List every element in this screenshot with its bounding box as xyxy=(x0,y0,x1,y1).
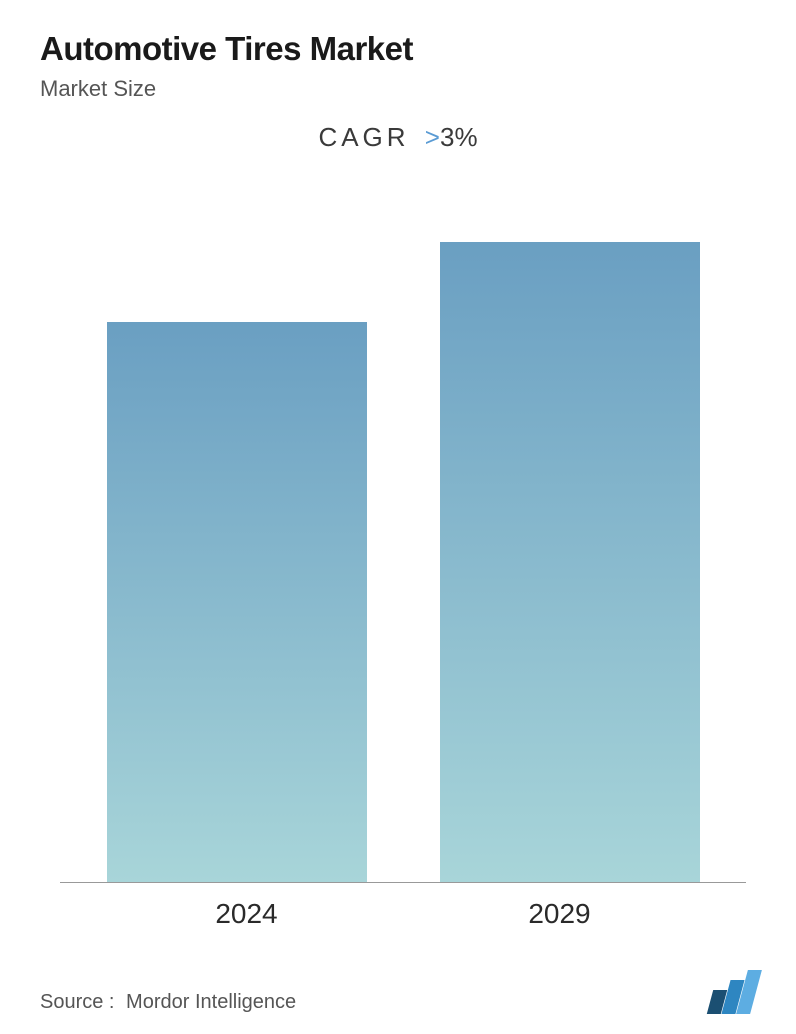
bar-2029 xyxy=(440,242,700,882)
chart-subtitle: Market Size xyxy=(40,76,756,102)
x-label-2029: 2029 xyxy=(430,898,690,930)
cagr-value: 3% xyxy=(440,122,478,152)
cagr-label: CAGR xyxy=(318,122,409,152)
chart-title: Automotive Tires Market xyxy=(40,30,756,68)
cagr-annotation: CAGR >3% xyxy=(40,122,756,153)
mordor-logo-icon xyxy=(710,970,756,1014)
chart-footer: Source : Mordor Intelligence xyxy=(40,970,756,1014)
source-citation: Source : Mordor Intelligence xyxy=(40,991,296,1014)
bar-chart-plot xyxy=(60,213,746,883)
cagr-gt-symbol: > xyxy=(425,122,440,152)
x-axis-labels: 2024 2029 xyxy=(60,883,746,930)
x-label-2024: 2024 xyxy=(117,898,377,930)
bar-2024 xyxy=(107,322,367,882)
source-label: Source : xyxy=(40,991,114,1013)
chart-container: Automotive Tires Market Market Size CAGR… xyxy=(0,0,796,1034)
source-name: Mordor Intelligence xyxy=(126,991,296,1013)
